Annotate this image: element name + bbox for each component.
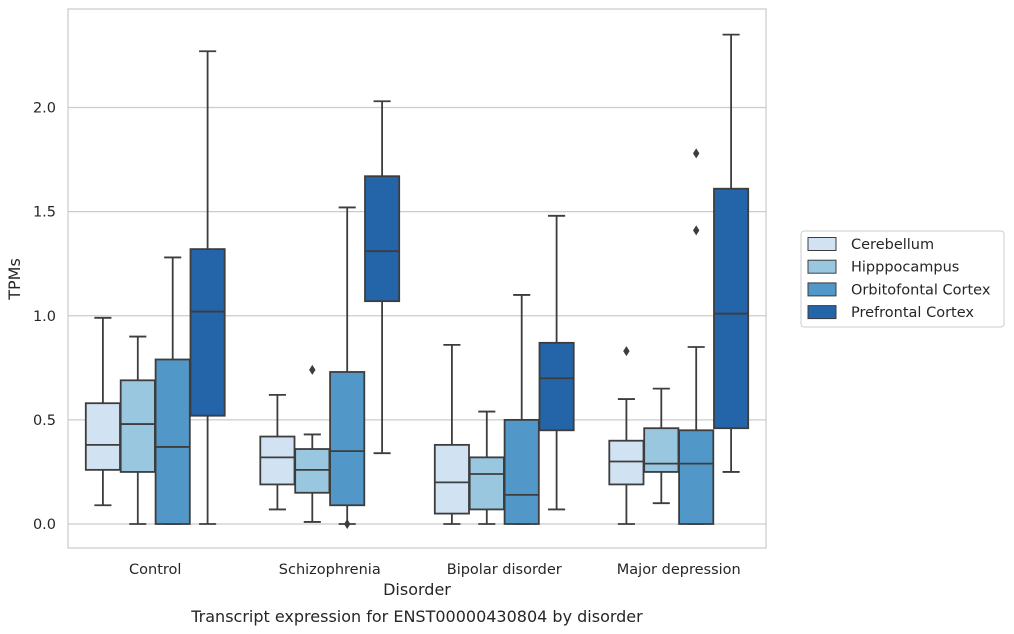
box-cerebellum xyxy=(259,393,296,511)
y-tick-label: 1.0 xyxy=(33,309,56,325)
outlier-marker xyxy=(693,225,700,236)
legend-label: Hipppocampus xyxy=(851,260,959,276)
outlier-marker xyxy=(309,364,316,375)
outlier-marker xyxy=(693,148,700,159)
box-orbitofontal-cortex xyxy=(154,256,191,525)
box-iqr xyxy=(119,379,156,473)
box-iqr xyxy=(678,429,715,525)
box-groups xyxy=(84,33,750,529)
outlier-marker xyxy=(623,346,630,357)
box-iqr xyxy=(364,175,401,303)
x-tick-label: Schizophrenia xyxy=(279,562,381,578)
box-iqr xyxy=(468,456,505,511)
y-tick-label: 0.5 xyxy=(33,413,56,429)
y-tick-label: 0.0 xyxy=(33,517,56,533)
y-tick-labels: 0.0 0.5 1.0 1.5 2.0 xyxy=(33,101,56,534)
x-tick-label: Control xyxy=(129,562,181,578)
box-orbitofontal-cortex xyxy=(503,294,540,525)
box-cerebellum xyxy=(608,346,645,525)
box-iqr xyxy=(433,443,470,515)
box-iqr xyxy=(538,341,575,432)
legend-swatch xyxy=(807,282,837,297)
y-axis-title: TPMs xyxy=(5,258,24,301)
box-iqr xyxy=(608,439,645,486)
x-axis-title: Disorder xyxy=(383,580,451,599)
box-prefrontal-cortex xyxy=(364,100,401,455)
legend-label: Prefrontal Cortex xyxy=(851,305,974,321)
x-tick-label: Bipolar disorder xyxy=(447,562,562,578)
box-orbitofontal-cortex xyxy=(678,148,715,525)
legend-label: Cerebellum xyxy=(851,237,934,253)
x-tick-labels: Control Schizophrenia Bipolar disorder Majo… xyxy=(129,562,741,578)
y-tick-label: 1.5 xyxy=(33,205,56,221)
box-prefrontal-cortex xyxy=(713,33,750,473)
box-iqr xyxy=(84,402,121,471)
y-tick-label: 2.0 xyxy=(33,101,56,117)
plot-area-frame xyxy=(67,8,767,549)
legend-swatch xyxy=(807,259,837,274)
box-orbitofontal-cortex xyxy=(329,206,366,529)
legend: Cerebellum Hipppocampus Orbitofontal Corte… xyxy=(800,230,1005,328)
box-iqr xyxy=(294,448,331,494)
box-prefrontal-cortex xyxy=(189,50,226,525)
legend-label: Orbitofontal Cortex xyxy=(851,282,991,298)
legend-swatch xyxy=(807,237,837,251)
box-iqr xyxy=(259,435,296,486)
box-iqr xyxy=(329,371,366,507)
box-hipppocampus xyxy=(119,335,156,525)
box-iqr xyxy=(189,248,226,417)
outlier-marker xyxy=(344,519,351,529)
box-iqr xyxy=(154,358,191,525)
box-iqr xyxy=(643,427,680,473)
legend-swatch xyxy=(807,305,837,320)
box-iqr xyxy=(713,187,750,430)
box-cerebellum xyxy=(433,344,470,525)
legend-frame xyxy=(800,230,1005,328)
box-iqr xyxy=(503,418,540,525)
box-cerebellum xyxy=(84,316,121,507)
box-hipppocampus xyxy=(468,410,505,525)
figure-caption: Transcript expression for ENST0000043080… xyxy=(190,607,643,626)
box-hipppocampus xyxy=(643,387,680,505)
box-prefrontal-cortex xyxy=(538,214,575,511)
x-tick-label: Major depression xyxy=(617,562,741,578)
